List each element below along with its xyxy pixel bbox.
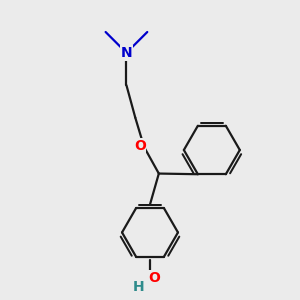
Text: O: O bbox=[134, 139, 146, 153]
Text: N: N bbox=[121, 46, 132, 60]
Text: O: O bbox=[148, 271, 160, 285]
Text: H: H bbox=[132, 280, 144, 294]
